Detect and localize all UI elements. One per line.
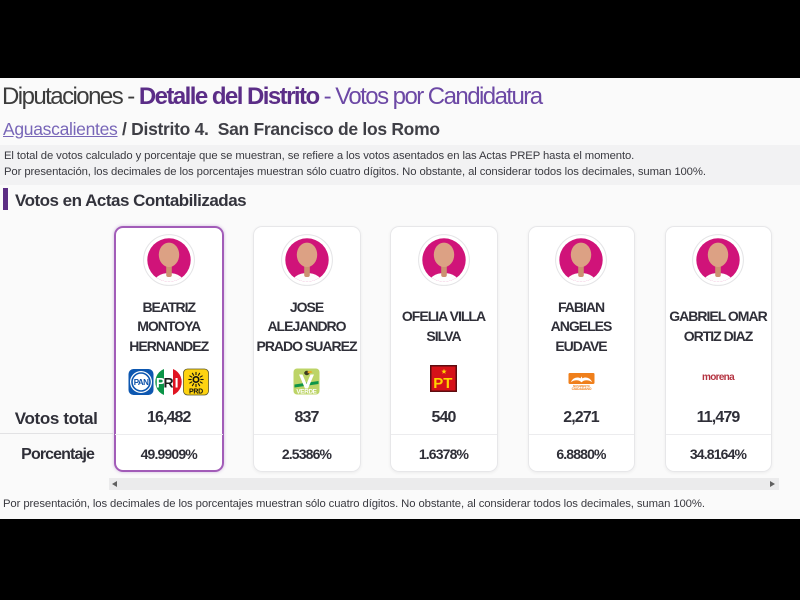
svg-text:PRD: PRD: [189, 388, 203, 395]
svg-text:PAN: PAN: [134, 377, 149, 386]
svg-text:MOVIMIENTO: MOVIMIENTO: [573, 384, 590, 388]
svg-text:P: P: [156, 374, 165, 390]
svg-text:T: T: [443, 375, 452, 392]
svg-text:I: I: [175, 374, 179, 390]
svg-text:P: P: [433, 375, 443, 392]
svg-text:CIUDADANO: CIUDADANO: [571, 387, 591, 390]
svg-text:R: R: [164, 374, 174, 390]
svg-text:VERDE: VERDE: [296, 388, 316, 395]
